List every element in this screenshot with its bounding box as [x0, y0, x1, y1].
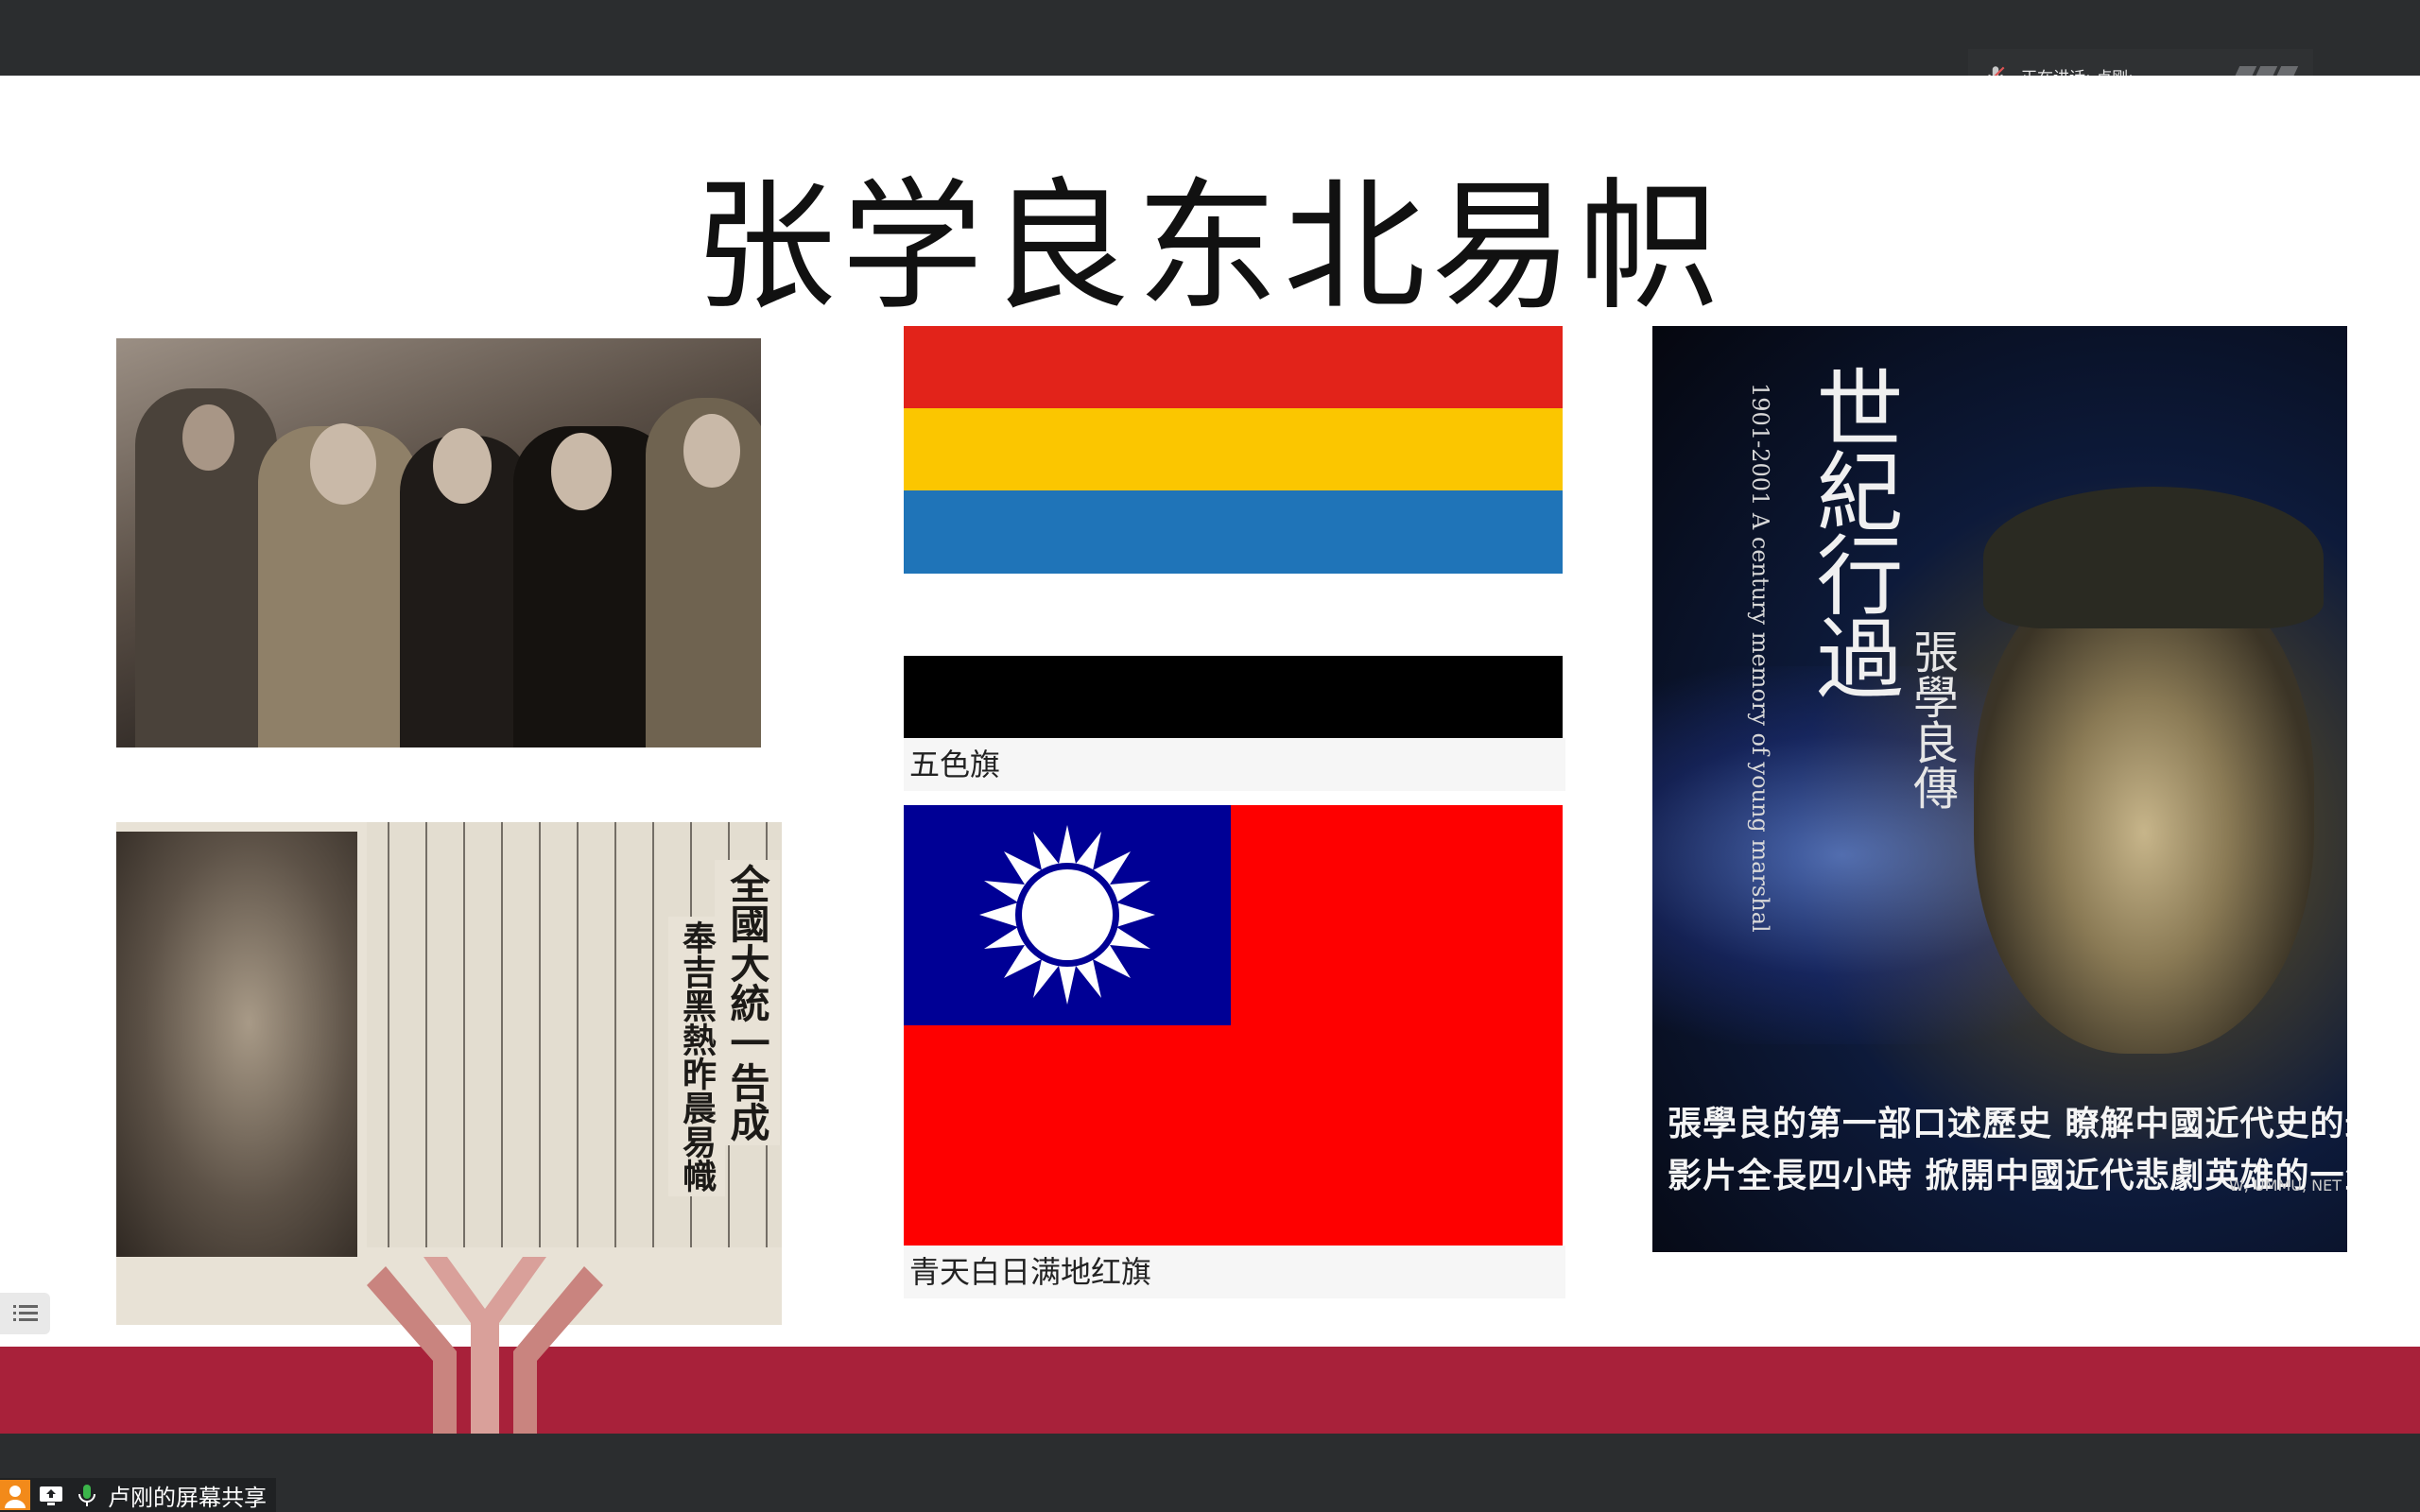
- poster-watermark: W, UMMU, NET: [2228, 1177, 2342, 1194]
- flag1-caption: 五色旗: [904, 738, 1565, 791]
- white-sun-icon: [979, 825, 1155, 1005]
- roc-flag: [904, 805, 1563, 1246]
- flag-stripe-red: [904, 326, 1563, 409]
- meeting-bottom-bar: [0, 1434, 2420, 1512]
- newspaper-subhead: 奉吉黑熱昨晨易幟: [668, 917, 725, 1196]
- slide-footer-band: [0, 1347, 2420, 1434]
- flag-canton: [904, 805, 1231, 1025]
- poster-tagline-2: 影片全長四小時 掀開中國近代悲劇英雄的一生: [1668, 1156, 2347, 1195]
- flag-stripe-yellow: [904, 408, 1563, 491]
- portrait-photo: [116, 832, 357, 1257]
- flag-stripe-blue: [904, 490, 1563, 574]
- group-photo: [116, 338, 761, 747]
- documentary-poster: 1901-2001 A century memory of young mars…: [1652, 326, 2347, 1252]
- flag-stripe-white: [904, 573, 1563, 656]
- slide-title: 张学良东北易帜: [693, 165, 1726, 330]
- poster-title: 世紀行過: [1802, 364, 1903, 696]
- five-colored-flag: [904, 326, 1563, 738]
- poster-tagline-1: 張學良的第一部口述歷史 瞭解中國近代史的最佳素材: [1668, 1104, 2347, 1143]
- screen-share-icon: [40, 1486, 62, 1505]
- flag-stripe-black: [904, 655, 1563, 738]
- newspaper-headline: 全國大統一告成: [715, 860, 780, 1145]
- list-icon: [12, 1305, 38, 1321]
- poster-english-subtitle: 1901-2001 A century memory of young mars…: [1747, 383, 1773, 933]
- share-owner-label: 卢刚的屏幕共享: [108, 1484, 267, 1511]
- microphone-icon: [78, 1485, 95, 1506]
- university-logo-icon: [367, 1257, 603, 1434]
- slide-menu-button[interactable]: [0, 1293, 50, 1334]
- screen-share-label[interactable]: 卢刚的屏幕共享: [0, 1478, 276, 1512]
- newspaper-clipping: 全國大統一告成 奉吉黑熱昨晨易幟: [116, 822, 782, 1325]
- poster-name: 張學良傳: [1905, 628, 1958, 810]
- flag2-caption: 青天白日满地红旗: [904, 1246, 1565, 1298]
- shared-slide: 张学良东北易帜 全國大統一告成 奉吉黑熱昨晨易幟 五色旗: [0, 76, 2420, 1434]
- user-icon: [0, 1480, 30, 1510]
